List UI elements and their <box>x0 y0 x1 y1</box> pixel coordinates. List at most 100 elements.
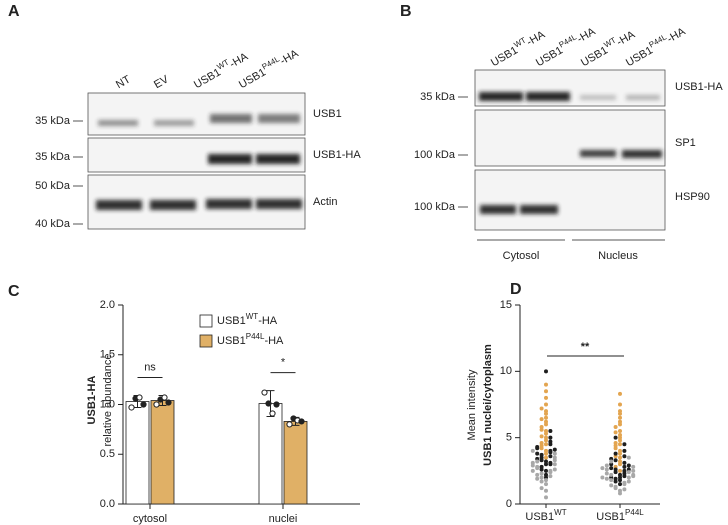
marker-label: 35 kDa <box>35 151 71 163</box>
data-point <box>539 452 544 457</box>
data-point <box>622 487 627 492</box>
data-point <box>604 463 609 468</box>
y-tick-label: 0.0 <box>100 498 115 510</box>
sig-label: ** <box>581 341 590 353</box>
data-point <box>544 419 548 424</box>
data-point <box>544 402 548 407</box>
data-point <box>613 451 618 456</box>
data-point <box>165 399 172 406</box>
text-part: -HA <box>615 28 638 48</box>
text-part: EV <box>152 73 171 91</box>
panel-label: C <box>8 283 20 300</box>
blot-box <box>474 169 666 231</box>
text-part: USB1 <box>525 511 554 523</box>
legend-label: USB1WT-HA <box>217 312 278 327</box>
data-point <box>535 472 540 477</box>
data-point <box>618 442 622 447</box>
text-part: P44L <box>625 508 644 517</box>
data-point <box>609 478 614 483</box>
data-point <box>600 466 605 471</box>
lane-label: USB1P44L-HA <box>235 44 301 91</box>
data-point <box>613 479 618 484</box>
data-point <box>544 415 548 420</box>
data-point <box>613 458 618 463</box>
y-tick-label: 15 <box>500 299 512 311</box>
y-label: USB1-HA <box>86 376 98 425</box>
data-point <box>618 438 622 443</box>
x-tick-label: USB1P44L <box>596 508 644 523</box>
data-point <box>269 410 276 417</box>
data-point <box>609 466 614 471</box>
data-point <box>261 389 268 396</box>
bands <box>96 114 302 210</box>
data-point <box>604 476 609 481</box>
data-point <box>618 451 622 456</box>
data-point <box>613 425 618 430</box>
data-point <box>544 411 548 416</box>
panel-label: A <box>8 3 20 20</box>
data-point <box>548 462 553 467</box>
data-point <box>618 459 622 464</box>
data-point <box>530 468 535 473</box>
data-point <box>618 468 622 473</box>
data-point <box>631 468 636 473</box>
data-point <box>539 479 544 484</box>
data-point <box>618 482 622 487</box>
data-point <box>140 401 147 408</box>
marker-label: 100 kDa <box>414 149 456 161</box>
data-point <box>539 458 544 463</box>
data-point <box>530 448 535 453</box>
y-label: relative abundance <box>102 354 114 447</box>
data-point <box>626 475 631 480</box>
data-point <box>544 438 548 443</box>
data-point <box>626 455 631 460</box>
marker-label: 50 kDa <box>35 180 71 192</box>
data-point <box>613 467 618 472</box>
data-point <box>128 404 135 411</box>
data-point <box>544 472 548 477</box>
data-point <box>535 476 540 481</box>
data-point <box>535 444 540 449</box>
data-point <box>631 464 636 469</box>
data-point <box>622 482 627 487</box>
data-point <box>552 462 557 467</box>
data-point <box>609 459 614 464</box>
data-point <box>613 430 618 435</box>
text-part: -HA <box>278 47 301 67</box>
fraction-label: Cytosol <box>503 250 540 262</box>
data-point <box>552 467 557 472</box>
data-point <box>273 401 280 408</box>
lane-label: USB1P44L-HA <box>622 22 688 69</box>
y-tick-label: 0.5 <box>100 448 115 460</box>
data-point <box>548 450 553 455</box>
data-point <box>618 415 622 420</box>
panel-label: B <box>400 3 412 20</box>
data-point <box>539 471 544 476</box>
data-point <box>622 448 627 453</box>
data-point <box>544 442 548 447</box>
data-point <box>548 470 553 475</box>
data-point <box>548 474 553 479</box>
x-tick-label: USB1WT <box>525 508 566 523</box>
bar <box>150 400 175 505</box>
data-point <box>552 451 557 456</box>
text-part: -HA <box>525 28 548 48</box>
data-point <box>552 458 557 463</box>
text-part: -HA <box>228 50 251 70</box>
y-label: Mean intensity <box>466 369 478 440</box>
bar <box>258 403 283 505</box>
data-point <box>265 400 272 407</box>
protein-label: HSP90 <box>675 191 710 203</box>
text-part: WT <box>554 508 567 517</box>
legend-swatch <box>199 314 213 328</box>
data-point <box>153 401 160 408</box>
data-point <box>631 472 636 477</box>
data-point <box>613 435 618 440</box>
sig-label: * <box>281 356 286 368</box>
data-point <box>626 470 631 475</box>
data-point <box>544 488 548 493</box>
data-point <box>618 429 622 434</box>
data-point <box>618 433 622 438</box>
data-point <box>548 435 553 440</box>
data-point <box>618 391 622 396</box>
